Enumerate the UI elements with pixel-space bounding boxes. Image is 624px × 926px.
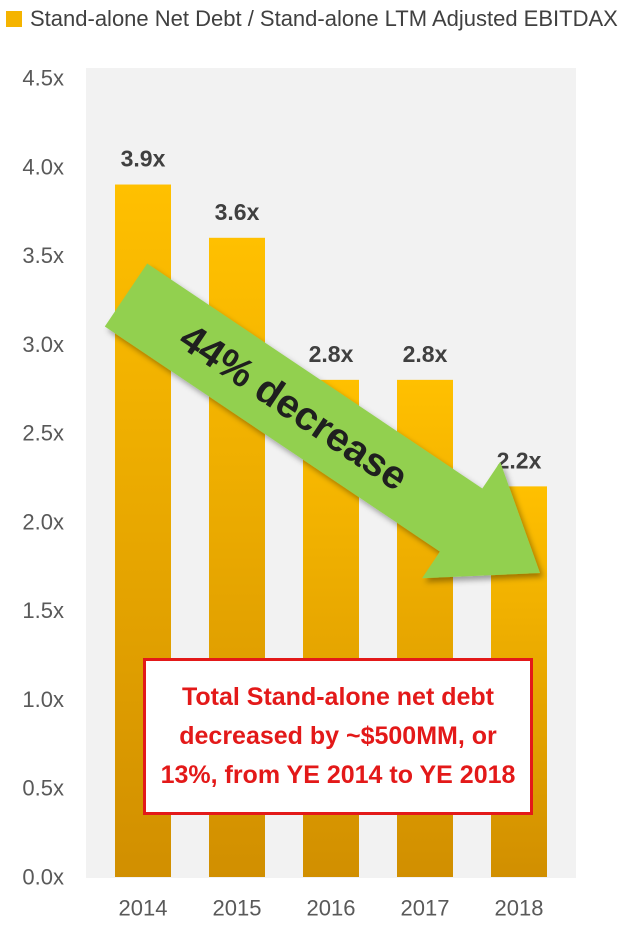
arrow-label: 44% decrease (171, 315, 415, 499)
y-tick-label: 2.5x (22, 421, 64, 446)
data-label-2017: 2.8x (403, 341, 448, 367)
y-axis: 0.0x 0.5x 1.0x 1.5x 2.0x 2.5x 3.0x 3.5x 4.0x 4.5x (22, 66, 64, 890)
y-tick-label: 4.5x (22, 66, 64, 91)
y-tick-label: 1.0x (22, 687, 64, 712)
data-label-2014: 3.9x (121, 146, 166, 172)
x-tick-label-2016: 2016 (307, 896, 356, 921)
data-labels: 3.9x 3.6x 2.8x 2.8x 2.2x (121, 146, 542, 474)
legend: Stand-alone Net Debt / Stand-alone LTM A… (6, 2, 618, 36)
y-tick-label: 3.0x (22, 332, 64, 357)
y-tick-label: 3.5x (22, 243, 64, 268)
y-tick-label: 2.0x (22, 509, 64, 534)
y-tick-label: 1.5x (22, 598, 64, 623)
x-tick-label-2014: 2014 (119, 896, 168, 921)
data-label-2016: 2.8x (309, 341, 354, 367)
arrow-icon (104, 263, 541, 579)
legend-label: Stand-alone Net Debt / Stand-alone LTM A… (30, 6, 618, 31)
y-tick-label: 0.0x (22, 865, 64, 890)
x-tick-label-2018: 2018 (495, 896, 544, 921)
y-tick-label: 0.5x (22, 776, 64, 801)
y-tick-label: 4.0x (22, 154, 64, 179)
callout-box: Total Stand-alone net debt decreased by … (143, 658, 533, 815)
legend-swatch (6, 11, 22, 27)
data-label-2015: 3.6x (215, 199, 260, 225)
x-axis: 2014 2015 2016 2017 2018 (119, 896, 544, 921)
data-label-2018: 2.2x (497, 447, 542, 473)
x-tick-label-2017: 2017 (401, 896, 450, 921)
callout-text: Total Stand-alone net debt decreased by … (160, 683, 516, 789)
x-tick-label-2015: 2015 (213, 896, 262, 921)
